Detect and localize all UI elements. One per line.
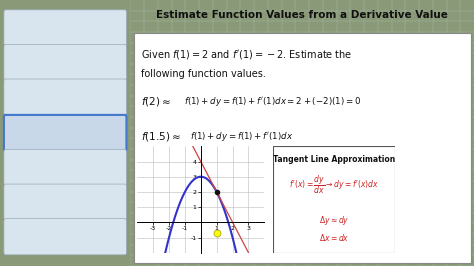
- FancyBboxPatch shape: [4, 79, 127, 115]
- FancyBboxPatch shape: [273, 146, 395, 253]
- Text: $f(1.25)\approx$: $f(1.25)\approx$: [141, 160, 186, 173]
- FancyBboxPatch shape: [4, 44, 127, 81]
- Text: following function values.: following function values.: [141, 69, 265, 80]
- FancyBboxPatch shape: [4, 115, 127, 151]
- Text: $\Delta x = dx$: $\Delta x = dx$: [319, 232, 349, 243]
- FancyBboxPatch shape: [4, 10, 127, 46]
- Text: $f(2)\approx$: $f(2)\approx$: [141, 95, 171, 107]
- FancyBboxPatch shape: [4, 219, 127, 255]
- Text: Given $f(1) = 2$ and $f'(1) = -2$. Estimate the: Given $f(1) = 2$ and $f'(1) = -2$. Estim…: [141, 48, 352, 61]
- Text: $\Delta y \approx dy$: $\Delta y \approx dy$: [319, 214, 349, 227]
- FancyBboxPatch shape: [4, 149, 127, 186]
- Text: $f(1)+dy = f(1)+f'(1)dx$: $f(1)+dy = f(1)+f'(1)dx$: [191, 131, 294, 143]
- Text: $f'(x) = \dfrac{dy}{dx} \rightarrow dy = f'(x)dx$: $f'(x) = \dfrac{dy}{dx} \rightarrow dy =…: [289, 173, 379, 196]
- Text: $f(1.5)\approx$: $f(1.5)\approx$: [141, 131, 181, 143]
- FancyBboxPatch shape: [134, 33, 471, 263]
- Text: Tangent Line Approximation: Tangent Line Approximation: [273, 155, 395, 164]
- Text: Estimate Function Values from a Derivative Value: Estimate Function Values from a Derivati…: [156, 10, 448, 20]
- FancyBboxPatch shape: [4, 184, 127, 220]
- Text: $f(1)+dy = f(1)+f'(1)dx = 2+(-2)(1) = 0$: $f(1)+dy = f(1)+f'(1)dx = 2+(-2)(1) = 0$: [183, 95, 361, 107]
